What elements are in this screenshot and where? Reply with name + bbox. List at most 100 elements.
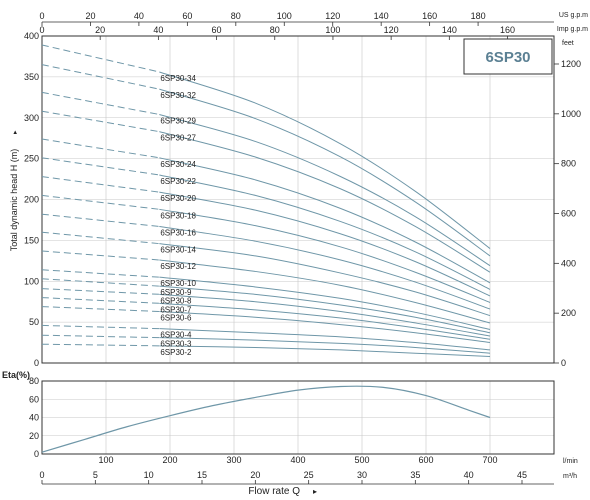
head-curve-solid	[159, 131, 491, 273]
m3h-axis-tick-label: 40	[464, 470, 474, 480]
lmin-axis-tick-label: 300	[226, 455, 241, 465]
eta-axis-tick-label: 80	[29, 376, 39, 386]
eta-axis-tick-label: 40	[29, 413, 39, 423]
head-curve-label: 6SP30-27	[160, 134, 196, 143]
top-axis-2-tick-label: 160	[500, 25, 515, 35]
m3h-axis-tick-label: 15	[197, 470, 207, 480]
head-curve-solid	[159, 337, 491, 354]
right-axis-ticks: 0 200 400 600 800 1000 1200	[554, 59, 581, 368]
eta-axis-tick-label: 0	[34, 449, 39, 459]
left-axis-tick-label: 200	[24, 195, 39, 205]
head-curve-label: 6SP30-22	[160, 177, 196, 186]
left-axis-tick-label: 300	[24, 113, 39, 123]
head-curve-solid	[159, 302, 491, 340]
left-axis-tick-label: 50	[29, 317, 39, 327]
head-curve-label: 6SP30-2	[160, 348, 192, 357]
top-axis-1-ticks: 0 20 40 60 80 100 120 140 160 180	[39, 11, 486, 26]
head-curve-dashed	[41, 288, 160, 295]
head-curve-label: 6SP30-29	[160, 116, 196, 125]
svg-text:Flow rate Q: Flow rate Q	[248, 486, 300, 497]
head-curve-label: 6SP30-32	[160, 91, 196, 100]
right-axis-tick-label: 400	[561, 258, 576, 268]
m3h-axis-tick-label: 25	[304, 470, 314, 480]
top-axis-1-tick-label: 120	[325, 11, 340, 21]
head-curve-label: 6SP30-18	[160, 211, 196, 220]
head-curve-label: 6SP30-24	[160, 160, 196, 169]
head-curve-dashed	[41, 194, 160, 210]
head-curve-solid	[159, 345, 491, 357]
efficiency-curve	[41, 385, 491, 453]
head-curve-solid	[159, 157, 491, 284]
head-curve-label: 6SP30-4	[160, 331, 192, 340]
eta-grid	[42, 381, 554, 454]
right-axis-unit: feet	[562, 40, 574, 47]
lmin-axis-tick-label: 100	[98, 455, 113, 465]
head-curve-solid	[159, 293, 491, 337]
head-curve-solid	[159, 225, 491, 310]
head-curve-label: 6SP30-6	[160, 313, 192, 322]
head-curve-dashed	[41, 306, 160, 312]
head-curve-label: 6SP30-16	[160, 228, 196, 237]
eta-axis-ticks: 0 20 40 60 80	[29, 376, 39, 459]
left-axis-ticks: 0 50 100 150 200 250 300 350 400	[24, 31, 39, 368]
head-curve-dashed	[41, 64, 160, 90]
top-axis-2-tick-label: 120	[384, 25, 399, 35]
head-curve-dashed	[41, 176, 160, 193]
main-y-axis-label: Total dynamic head H (m) ▸	[9, 130, 19, 251]
right-axis-tick-label: 200	[561, 308, 576, 318]
head-curve-dashed	[41, 324, 160, 330]
lmin-axis-ticks: 100 200 300 400 500 600 700	[98, 455, 497, 465]
head-curve-dashed	[41, 138, 160, 159]
head-curve-label: 6SP30-14	[160, 246, 196, 255]
top-axis-1-tick-label: 20	[85, 11, 95, 21]
eta-y-axis-label: Eta(%)	[2, 370, 30, 380]
top-axis-2-tick-label: 100	[325, 25, 340, 35]
head-curve-solid	[159, 71, 491, 249]
right-axis-tick-label: 1200	[561, 59, 581, 69]
lmin-axis-tick-label: 700	[482, 455, 497, 465]
top-axis-1-tick-label: 180	[471, 11, 486, 21]
top-axis-1-unit: US g.p.m	[559, 12, 588, 19]
head-curve-label: 6SP30-10	[160, 279, 196, 288]
top-axis-1-tick-label: 60	[182, 11, 192, 21]
left-axis-tick-label: 100	[24, 276, 39, 286]
head-curve-solid	[159, 208, 491, 303]
m3h-axis-tick-label: 30	[357, 470, 367, 480]
head-curve-dashed	[41, 343, 160, 347]
m3h-axis-unit: m³/h	[563, 473, 577, 480]
head-curve-solid	[159, 285, 491, 334]
chart-title: 6SP30	[485, 49, 530, 66]
title-box: 6SP30	[463, 38, 553, 75]
head-curve-solid	[159, 174, 491, 290]
head-curve-solid	[159, 243, 491, 317]
m3h-axis-tick-label: 10	[144, 470, 154, 480]
left-axis-tick-label: 150	[24, 235, 39, 245]
head-curve-dashed	[41, 110, 160, 133]
head-curve-dashed	[41, 231, 160, 245]
m3h-axis-tick-label: 45	[517, 470, 527, 480]
top-axis-1-tick-label: 140	[374, 11, 389, 21]
top-axis-1-tick-label: 40	[134, 11, 144, 21]
lmin-axis-tick-label: 200	[162, 455, 177, 465]
top-axis-1-tick-label: 160	[422, 11, 437, 21]
top-axis-2-tick-label: 0	[39, 25, 44, 35]
head-curve-dashed	[41, 213, 160, 227]
head-curve-label: 6SP30-9	[160, 288, 192, 297]
head-curve-solid	[159, 328, 491, 351]
head-curve-label: 6SP30-7	[160, 305, 192, 314]
head-curve-label: 6SP30-34	[160, 74, 196, 83]
left-axis-tick-label: 250	[24, 154, 39, 164]
head-curve-dashed	[41, 334, 160, 339]
head-curve-solid	[159, 88, 491, 257]
m3h-axis-tick-label: 0	[39, 470, 44, 480]
top-axis-1-tick-label: 100	[277, 11, 292, 21]
top-axis-2-tick-label: 80	[270, 25, 280, 35]
top-axis-2-unit: Imp g.p.m	[557, 26, 588, 33]
top-axis-2-tick-label: 40	[153, 25, 163, 35]
head-curve-dashed	[41, 157, 160, 176]
head-curve-label: 6SP30-20	[160, 194, 196, 203]
lmin-axis-tick-label: 400	[290, 455, 305, 465]
efficiency-line	[41, 385, 491, 453]
lmin-axis-tick-label: 600	[418, 455, 433, 465]
